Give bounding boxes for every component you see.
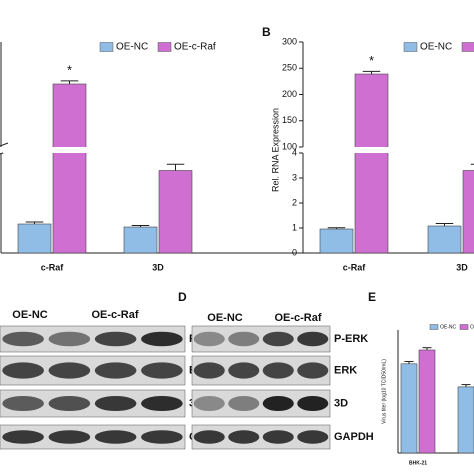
blot-band [2, 395, 44, 412]
y-tick-label: 4 [292, 147, 297, 157]
legend-label: OE-NC [116, 42, 148, 53]
y-axis-label: Rel. RNA Expression [270, 108, 280, 192]
bar [319, 228, 354, 254]
legend-swatch [403, 42, 418, 52]
blot-band [228, 395, 260, 412]
blot-band [48, 395, 91, 412]
x-tick-label: 3D [152, 262, 164, 272]
blot-band [262, 395, 294, 412]
legend-swatch [99, 42, 114, 52]
blot-band [297, 331, 329, 347]
blot-band [94, 331, 137, 347]
legend-label: OE-NC [420, 42, 452, 53]
blot-band [141, 362, 183, 379]
blot-band [48, 430, 91, 444]
blot-band [193, 395, 225, 412]
blot-band [297, 362, 329, 379]
blot-header: OE-NC [207, 312, 243, 324]
legend-label: OE-c-Raf [174, 42, 216, 53]
blot-band [48, 362, 91, 379]
blot-row-label: P-ERK [334, 333, 368, 345]
legend-swatch [459, 324, 469, 330]
blot-band [94, 395, 137, 412]
blot-band [94, 362, 137, 379]
y-axis-label: Virus titer (log10 TCID50/mL) [381, 359, 387, 424]
panel-label: D [178, 290, 187, 304]
blot-band [193, 430, 225, 444]
significance: * [369, 53, 374, 68]
blot-header: OE-c-Raf [91, 309, 138, 321]
blot-band [262, 362, 294, 379]
y-tick-label: 150 [282, 115, 297, 125]
blot-band [141, 395, 183, 412]
blot-band [228, 430, 260, 444]
bar [123, 226, 158, 254]
bar [354, 73, 389, 254]
blot-row-label: GAPDH [334, 431, 374, 443]
bar [427, 225, 462, 254]
axis-break-gap [3, 147, 474, 153]
y-tick-label: 200 [282, 89, 297, 99]
x-tick-label: BHK-21 [409, 460, 427, 466]
legend-label: OE-c-Raf [470, 324, 474, 330]
bar [418, 349, 436, 454]
y-tick-label: 250 [282, 63, 297, 73]
x-tick-label: c-Raf [343, 262, 367, 272]
blot-band [94, 430, 137, 444]
legend-swatch [157, 42, 172, 52]
blot-band [228, 362, 260, 379]
y-tick-label: 1 [292, 222, 297, 232]
bar [158, 170, 193, 254]
blot-row-label: ERK [334, 364, 357, 376]
bar [462, 170, 474, 254]
significance: * [67, 62, 72, 77]
blot-band [297, 430, 329, 444]
blot-header: OE-NC [12, 309, 48, 321]
blot-band [193, 331, 225, 347]
blot-band [193, 362, 225, 379]
blot-band [141, 430, 183, 444]
legend-swatch [429, 324, 439, 330]
legend-swatch [461, 42, 474, 52]
blot-band [48, 331, 91, 347]
y-tick-label: 100 [282, 141, 297, 151]
blot-band [262, 430, 294, 444]
blot-header: OE-c-Raf [274, 312, 321, 324]
blot-band [2, 331, 44, 347]
axis-break [0, 142, 9, 147]
blot-band [297, 395, 329, 412]
x-tick-label: c-Raf [41, 262, 65, 272]
blot-band [2, 430, 44, 444]
blot-band [262, 331, 294, 347]
y-tick-label: 2 [292, 197, 297, 207]
y-tick-label: 300 [282, 36, 297, 46]
bar [17, 223, 52, 254]
y-tick-label: 3 [292, 172, 297, 182]
blot-band [2, 362, 44, 379]
blot-band [141, 331, 183, 347]
bar [400, 363, 418, 454]
bar [457, 386, 474, 454]
panel-label: B [262, 25, 271, 39]
axis-break-gap [305, 147, 474, 153]
significance: * [173, 146, 178, 161]
panel-label: E [368, 290, 376, 304]
bar [52, 83, 87, 254]
x-tick-label: 3D [456, 262, 468, 272]
y-tick-label: 0 [292, 247, 297, 257]
blot-row-label: 3D [334, 397, 348, 409]
legend-label: OE-NC [440, 324, 457, 330]
blot-band [228, 331, 260, 347]
